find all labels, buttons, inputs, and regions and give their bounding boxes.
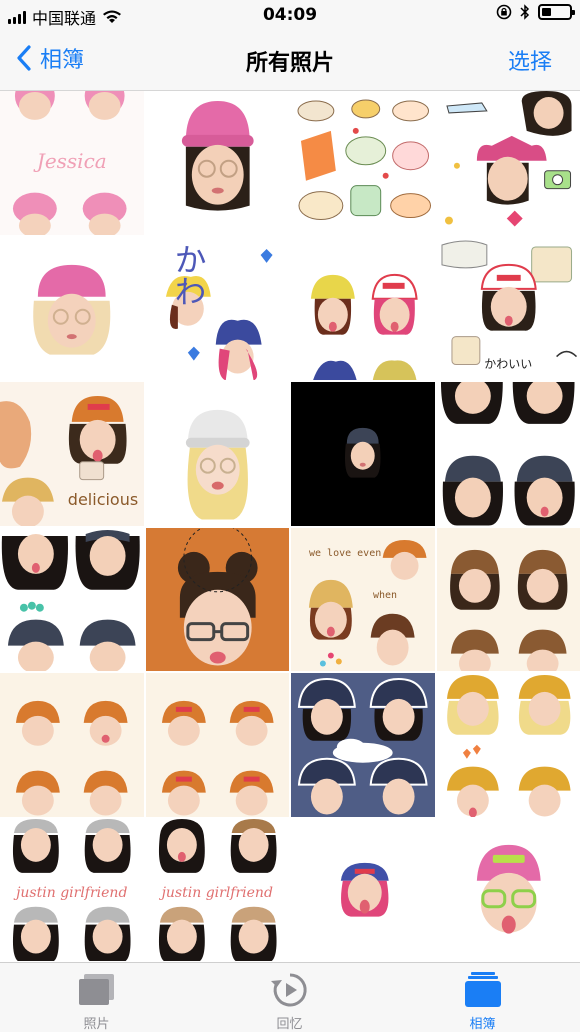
status-right [496, 4, 572, 20]
navigation-bar: 相簿 所有照片 选择 [0, 30, 580, 91]
photo-thumbnail[interactable] [0, 237, 144, 381]
photo-thumbnail[interactable] [437, 819, 580, 962]
photo-caption: かわ [166, 243, 212, 307]
photo-thumbnail[interactable]: Jessica [0, 91, 144, 235]
memoji-image [437, 673, 580, 817]
photo-thumbnail[interactable] [0, 673, 144, 817]
status-time: 04:09 [0, 5, 580, 25]
photo-thumbnail[interactable]: かわいい [437, 237, 580, 381]
memoji-image [437, 91, 580, 235]
select-button[interactable]: 选择 [508, 44, 552, 76]
photo-thumbnail[interactable] [437, 528, 580, 672]
memoji-image [437, 819, 580, 962]
photo-thumbnail[interactable] [437, 673, 580, 817]
memoji-image [291, 382, 435, 526]
memoji-image [291, 673, 435, 817]
photo-thumbnail[interactable] [146, 91, 290, 235]
memories-icon [269, 971, 311, 1009]
memoji-image [146, 91, 290, 235]
photo-thumbnail[interactable] [0, 528, 144, 672]
photo-thumbnail[interactable] [146, 673, 290, 817]
photo-thumbnail[interactable] [291, 91, 435, 235]
memoji-image [0, 528, 144, 672]
memoji-image [437, 528, 580, 672]
tab-memories[interactable]: 回忆 [193, 963, 386, 1032]
photo-caption: delicious [62, 490, 144, 509]
tab-label: 相簿 [386, 1013, 579, 1032]
tab-bar: 照片 回忆 相簿 [0, 962, 580, 1032]
photos-icon [76, 971, 118, 1009]
photo-thumbnail[interactable]: justin girlfriend [0, 819, 144, 962]
photo-caption: justin girlfriend [146, 885, 290, 901]
tab-label: 照片 [0, 1013, 193, 1032]
tab-label: 回忆 [193, 1013, 386, 1032]
memoji-image [0, 237, 144, 381]
memoji-image [291, 237, 435, 381]
photo-thumbnail[interactable]: かわ [146, 237, 290, 381]
photo-caption: we love even [309, 548, 381, 559]
status-bar: 中国联通 04:09 [0, 0, 580, 30]
photo-thumbnail[interactable] [146, 528, 290, 672]
tab-albums[interactable]: 相簿 [386, 963, 579, 1032]
photo-caption: かわいい [437, 355, 580, 372]
memoji-image [146, 673, 290, 817]
bluetooth-icon [520, 4, 530, 20]
memoji-image [146, 382, 290, 526]
photo-grid: Jessica [0, 91, 580, 961]
photo-thumbnail[interactable] [291, 237, 435, 381]
photo-thumbnail[interactable] [437, 91, 580, 235]
battery-icon [538, 4, 572, 20]
photo-caption: when [373, 590, 397, 601]
memoji-image [146, 528, 290, 672]
photo-thumbnail[interactable] [291, 819, 435, 962]
albums-icon [462, 971, 504, 1009]
rotation-lock-icon [496, 4, 512, 20]
memoji-image [291, 819, 435, 962]
photo-caption: Jessica [0, 149, 144, 173]
photo-thumbnail[interactable] [437, 382, 580, 526]
tab-photos[interactable]: 照片 [0, 963, 193, 1032]
photo-caption: justin girlfriend [0, 885, 144, 901]
photo-thumbnail[interactable]: we love even when [291, 528, 435, 672]
photo-thumbnail[interactable] [146, 382, 290, 526]
photo-thumbnail[interactable] [291, 673, 435, 817]
photo-thumbnail[interactable] [291, 382, 435, 526]
food-illustration-image [291, 91, 435, 235]
photo-thumbnail[interactable]: justin girlfriend [146, 819, 290, 962]
photo-thumbnail[interactable]: delicious [0, 382, 144, 526]
memoji-image [0, 673, 144, 817]
page-title: 所有照片 [0, 45, 580, 77]
memoji-image [437, 382, 580, 526]
